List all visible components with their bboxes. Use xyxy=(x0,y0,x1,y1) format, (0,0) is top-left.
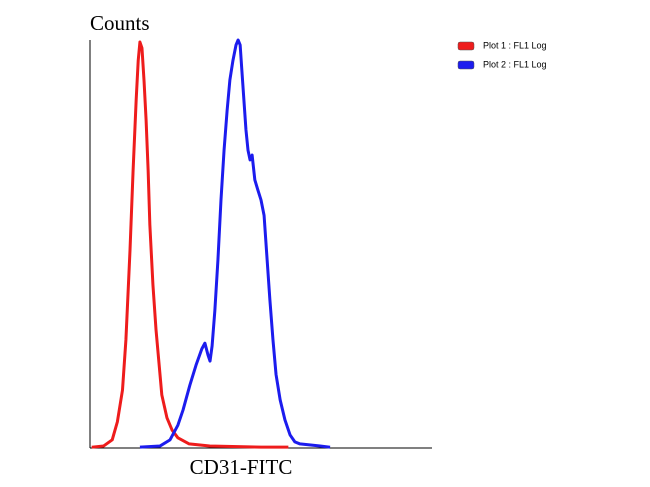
legend-label: Plot 1 : FL1 Log xyxy=(483,40,547,50)
histogram-line xyxy=(91,40,289,449)
chart-title: Counts xyxy=(90,11,150,35)
legend-swatch xyxy=(457,41,475,51)
histogram-line xyxy=(139,38,331,449)
legend-label: Plot 2 : FL1 Log xyxy=(483,59,547,69)
x-axis-label: CD31-FITC xyxy=(190,455,293,479)
legend-swatch xyxy=(457,60,475,70)
